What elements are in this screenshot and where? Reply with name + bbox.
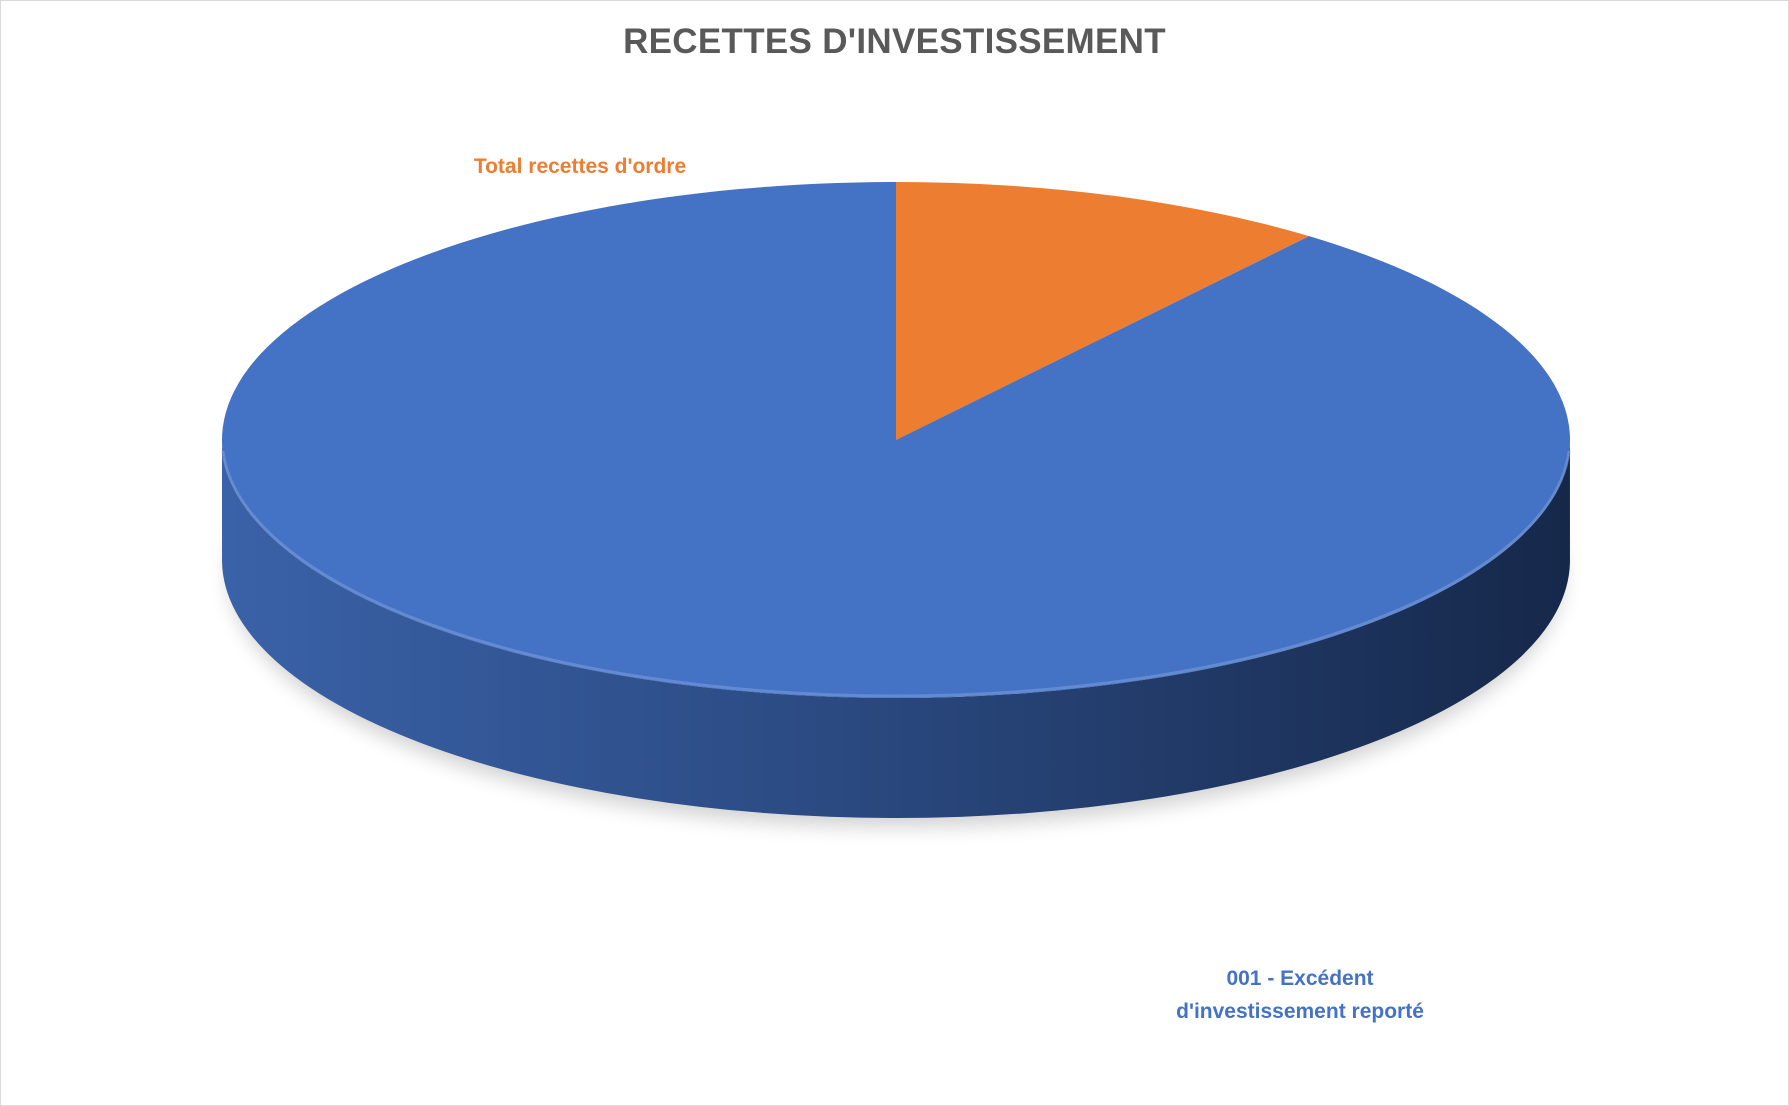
slice-label-excedent-investissement: 001 - Excédent d'investissement reporté xyxy=(1120,962,1480,1028)
slice-label-line: 001 - Excédent xyxy=(1226,967,1374,990)
slice-label-line: Total recettes d'ordre xyxy=(473,155,687,178)
chart-title: RECETTES D'INVESTISSEMENT xyxy=(623,22,1166,61)
pie-slice-side-1 xyxy=(222,441,1570,818)
slice-label-line: d'investissement reporté xyxy=(1176,1000,1424,1023)
pie-slice-1 xyxy=(221,182,1571,698)
pie-rim-highlight xyxy=(221,450,1571,698)
slice-label-total-recettes-ordre: Total recettes d'ordre xyxy=(420,150,740,183)
pie-slice-0 xyxy=(896,182,1310,440)
